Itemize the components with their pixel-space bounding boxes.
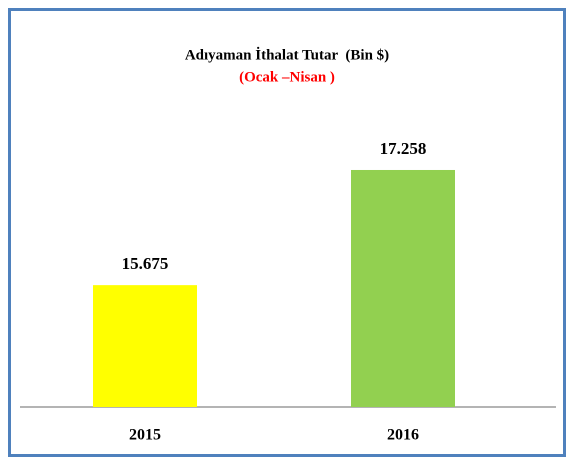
x-tick-label: 2015 bbox=[129, 427, 161, 444]
data-label: 15.675 bbox=[122, 254, 169, 273]
x-tick-label: 2016 bbox=[387, 427, 419, 444]
bar bbox=[93, 285, 197, 407]
chart-title: Adıyaman İthalat Tutar (Bin $) bbox=[185, 46, 389, 63]
chart-subtitle: (Ocak –Nisan ) bbox=[239, 69, 335, 85]
bar bbox=[351, 169, 455, 407]
data-label: 17.258 bbox=[380, 139, 427, 158]
